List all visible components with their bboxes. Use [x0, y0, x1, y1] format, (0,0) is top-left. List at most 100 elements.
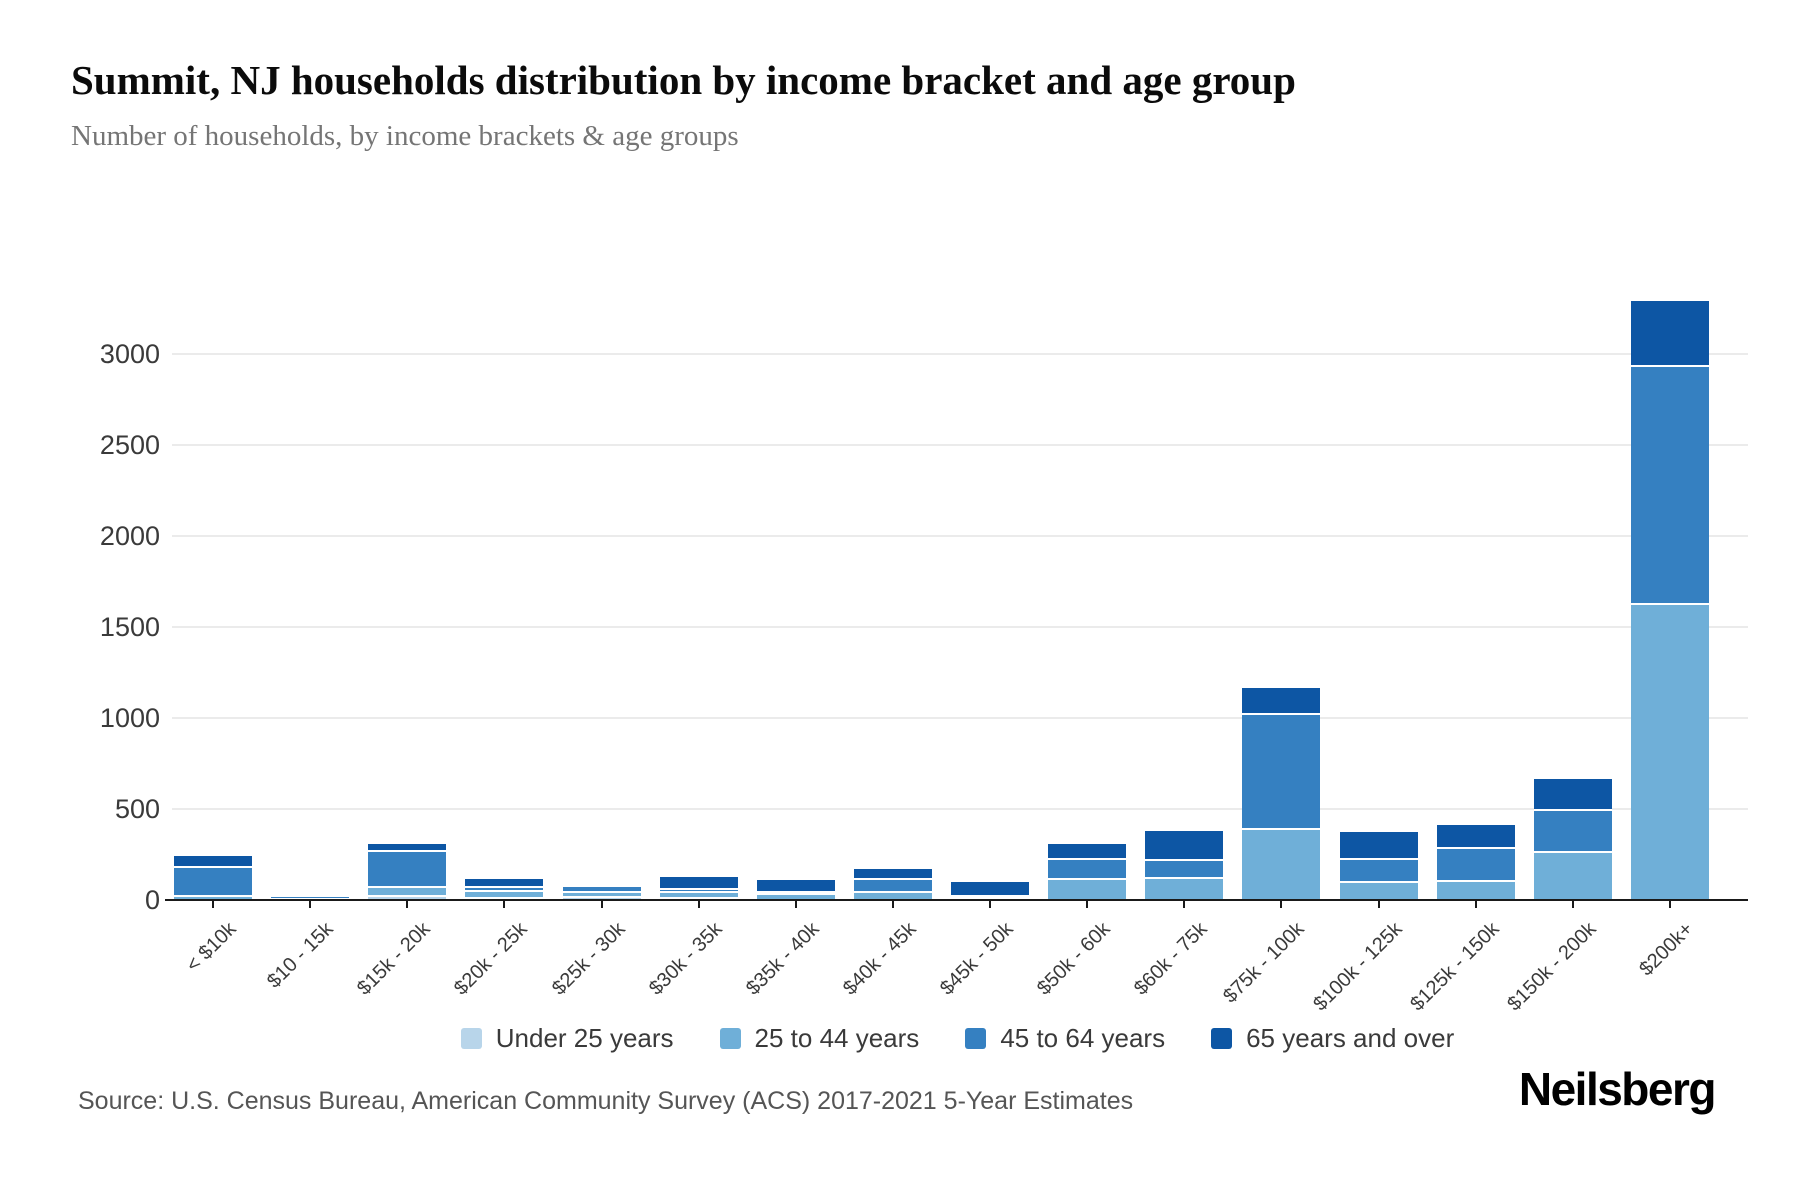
bar--40k-45k[interactable] — [853, 869, 932, 900]
y-axis-tick-label: 3000 — [99, 339, 160, 369]
legend-item-65-years-and-over[interactable]: 65 years and over — [1211, 1023, 1454, 1054]
bar-segment-45-to-64-years[interactable] — [1242, 715, 1321, 830]
bar-segment-25-to-44-years[interactable] — [1242, 829, 1321, 900]
bar-segment-45-to-64-years[interactable] — [368, 851, 447, 889]
bar-segment-45-to-64-years[interactable] — [853, 879, 932, 893]
bar-segment-25-to-44-years[interactable] — [174, 897, 252, 900]
bar-segment-25-to-44-years[interactable] — [562, 892, 641, 899]
y-axis-tick-label: 1500 — [99, 612, 160, 642]
bar--125k-150k[interactable] — [1436, 825, 1515, 900]
bar--25k-30k[interactable] — [562, 884, 641, 900]
gridline-2000 — [172, 535, 1748, 537]
bar-segment-25-to-44-years[interactable] — [1145, 879, 1224, 900]
x-axis-tick — [212, 901, 214, 908]
gridline-3000 — [172, 353, 1748, 355]
bar-segment-25-to-44-years[interactable] — [1436, 881, 1515, 900]
x-axis-tick — [1668, 901, 1671, 908]
bar-segment-65-years-and-over[interactable] — [1048, 844, 1127, 860]
x-axis-tick — [406, 901, 409, 908]
bar-segment-25-to-44-years[interactable] — [1339, 882, 1418, 900]
gridline-2500 — [172, 444, 1748, 446]
bar-segment-45-to-64-years[interactable] — [1533, 810, 1612, 853]
bar-segment-65-years-and-over[interactable] — [271, 895, 350, 898]
legend-item-45-to-64-years[interactable]: 45 to 64 years — [965, 1023, 1165, 1054]
bar-segment-45-to-64-years[interactable] — [465, 888, 544, 892]
legend-swatch-icon — [1211, 1027, 1233, 1049]
bar--60k-75k[interactable] — [1145, 830, 1224, 900]
x-axis-line — [165, 899, 1748, 901]
bar-segment-45-to-64-years[interactable] — [1436, 849, 1515, 882]
x-axis-tick — [1183, 901, 1186, 908]
legend-swatch-icon — [965, 1027, 987, 1049]
bar--50k-60k[interactable] — [1048, 844, 1127, 900]
bar-segment-65-years-and-over[interactable] — [1533, 778, 1612, 811]
bar-segment-25-to-44-years[interactable] — [368, 888, 447, 898]
bar-segment-45-to-64-years[interactable] — [174, 868, 252, 898]
x-axis-tick — [1377, 901, 1380, 908]
bar-segment-65-years-and-over[interactable] — [1242, 687, 1321, 716]
bar-segment-45-to-64-years[interactable] — [271, 897, 350, 900]
x-axis-tick — [1571, 901, 1574, 908]
bar-segment-45-to-64-years[interactable] — [659, 889, 738, 893]
bar--200k+[interactable] — [1630, 301, 1709, 900]
bar-<-10k[interactable] — [174, 856, 252, 900]
source-note: Source: U.S. Census Bureau, American Com… — [78, 1087, 1134, 1115]
legend: Under 25 years 25 to 44 years 45 to 64 yea… — [165, 1012, 1750, 1064]
bar--45k-50k[interactable] — [951, 881, 1030, 900]
bar-segment-25-to-44-years[interactable] — [1533, 852, 1612, 900]
bar--100k-125k[interactable] — [1339, 831, 1418, 900]
bar-segment-65-years-and-over[interactable] — [174, 856, 252, 869]
bar-segment-65-years-and-over[interactable] — [756, 879, 835, 893]
bar-segment-65-years-and-over[interactable] — [659, 877, 738, 890]
x-axis-tick — [503, 901, 506, 908]
bar-segment-45-to-64-years[interactable] — [562, 887, 641, 893]
bar-segment-25-to-44-years[interactable] — [465, 891, 544, 900]
x-axis-tick — [1086, 901, 1089, 908]
legend-label: 45 to 64 years — [1000, 1022, 1166, 1053]
bar-segment-45-to-64-years[interactable] — [1630, 366, 1709, 606]
legend-item-under-25-years[interactable]: Under 25 years — [460, 1022, 674, 1054]
bar--35k-40k[interactable] — [756, 879, 835, 900]
y-axis-tick-label: 0 — [144, 885, 160, 915]
x-axis-tick — [794, 901, 797, 908]
bar--150k-200k[interactable] — [1533, 778, 1612, 900]
bar-segment-65-years-and-over[interactable] — [853, 869, 932, 880]
bar-segment-25-to-44-years[interactable] — [1048, 879, 1127, 900]
x-axis-tick — [600, 901, 603, 908]
bar-segment-65-years-and-over[interactable] — [951, 881, 1030, 898]
bar-segment-65-years-and-over[interactable] — [465, 879, 544, 889]
bar-segment-45-to-64-years[interactable] — [1339, 859, 1418, 883]
bar--75k-100k[interactable] — [1242, 687, 1321, 900]
bar-segment-under-25-years[interactable] — [368, 897, 447, 900]
bar-segment-65-years-and-over[interactable] — [1436, 825, 1515, 850]
bar--15k-20k[interactable] — [368, 843, 447, 900]
bar-segment-65-years-and-over[interactable] — [1339, 831, 1418, 860]
x-axis-tick — [1474, 901, 1477, 908]
legend-item-25-to-44-years[interactable]: 25 to 44 years — [719, 1023, 919, 1054]
y-axis-tick-label: 1000 — [99, 703, 160, 733]
bar-segment-25-to-44-years[interactable] — [853, 892, 932, 900]
bar--20k-25k[interactable] — [465, 879, 544, 900]
bar-segment-25-to-44-years[interactable] — [756, 894, 835, 900]
x-axis-tick — [697, 901, 700, 908]
legend-label: 65 years and over — [1246, 1022, 1455, 1053]
bar-segment-25-to-44-years[interactable] — [659, 892, 738, 900]
bar-segment-45-to-64-years[interactable] — [1048, 859, 1127, 880]
gridline-1500 — [172, 626, 1748, 628]
bar-segment-25-to-44-years[interactable] — [1630, 605, 1709, 900]
y-axis-tick-label: 2000 — [99, 521, 160, 551]
legend-label: Under 25 years — [495, 1022, 674, 1053]
bar-segment-65-years-and-over[interactable] — [562, 884, 641, 888]
bar-segment-45-to-64-years[interactable] — [1145, 860, 1224, 880]
bar--30k-35k[interactable] — [659, 877, 738, 900]
x-axis-tick — [891, 901, 894, 908]
bar-segment-45-to-64-years[interactable] — [756, 892, 835, 895]
brand-logo: Neilsberg — [1518, 1063, 1717, 1115]
x-axis-tick — [989, 901, 992, 908]
gridline-500 — [172, 808, 1748, 810]
bar-segment-65-years-and-over[interactable] — [1145, 830, 1224, 861]
bar-segment-65-years-and-over[interactable] — [368, 843, 447, 852]
bar-segment-65-years-and-over[interactable] — [1630, 301, 1709, 367]
bar-segment-45-to-64-years[interactable] — [951, 897, 1030, 900]
